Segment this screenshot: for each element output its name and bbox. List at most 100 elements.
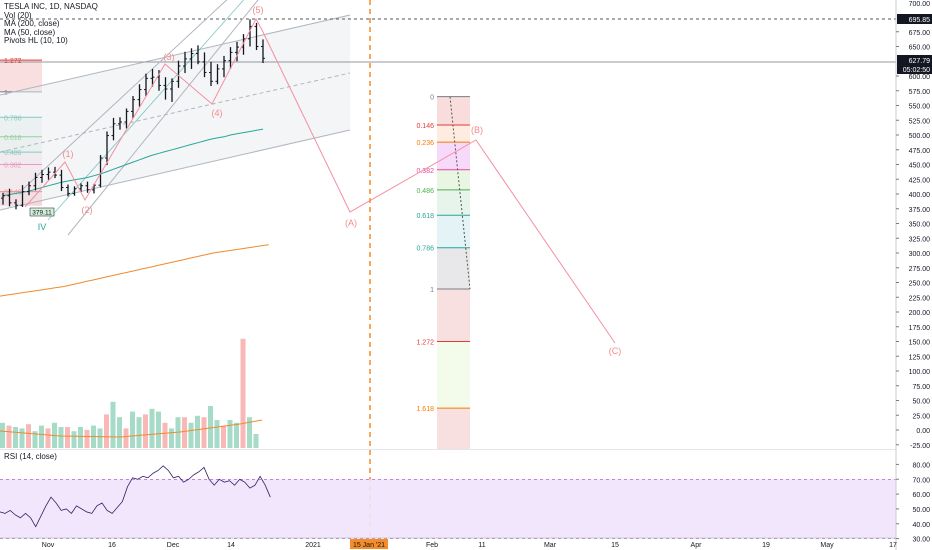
price-tick-label: 650.00 bbox=[909, 45, 931, 52]
price-label-box bbox=[897, 55, 932, 65]
volume-bar bbox=[6, 425, 12, 448]
time-label: Dec bbox=[167, 542, 180, 549]
chart-legend: TESLA INC, 1D, NASDAQ Vol (20) MA (200, … bbox=[4, 2, 98, 46]
time-label: Nov bbox=[42, 542, 55, 549]
volume-bar bbox=[110, 401, 116, 448]
volume-bar bbox=[227, 420, 233, 448]
price-axis-bg bbox=[896, 0, 932, 550]
wave-label: (2) bbox=[82, 205, 93, 215]
volume-bar bbox=[201, 417, 207, 448]
volume-bar bbox=[234, 422, 239, 448]
volume-bar bbox=[71, 431, 77, 448]
price-tick-label: 675.00 bbox=[909, 30, 931, 37]
elliott-wave-path bbox=[24, 17, 616, 344]
price-tick-label: 525.00 bbox=[909, 118, 931, 125]
volume-bar bbox=[149, 408, 155, 448]
candles[interactable] bbox=[1, 19, 265, 210]
volume-bar bbox=[45, 428, 51, 448]
rsi-tick-label: 50.00 bbox=[912, 507, 930, 514]
price-label-box bbox=[897, 14, 932, 24]
fib-right-zone bbox=[437, 189, 470, 216]
wave-label: (C) bbox=[609, 346, 622, 356]
rsi-pane bbox=[0, 465, 896, 539]
fib-right-label: 0.486 bbox=[416, 188, 434, 195]
price-tick-label: 50.00 bbox=[912, 399, 930, 406]
volume-bar bbox=[117, 417, 122, 448]
elliott-waves[interactable]: IV (1) (2) (3) (4) (5) (A) (B) (C) 379.11 bbox=[24, 0, 622, 546]
time-label: Apr bbox=[691, 542, 703, 549]
fib-right-zone bbox=[437, 341, 470, 409]
price-tick-label: 75.00 bbox=[912, 384, 930, 391]
volume-bar bbox=[156, 411, 161, 448]
time-axis[interactable]: Nov 16 Dec 14 2021 Feb 11 Mar 15 Apr 19 May 17 15 Jan… bbox=[0, 537, 897, 549]
channel-mid bbox=[0, 72, 351, 153]
volume-bar bbox=[136, 417, 142, 448]
price-tick-label: 450.00 bbox=[909, 163, 931, 170]
steep-channel-lower bbox=[67, 0, 259, 236]
time-label: 16 bbox=[108, 542, 116, 549]
time-label: 15 bbox=[611, 542, 619, 549]
fib-right-label: 0.786 bbox=[416, 246, 434, 253]
price-label-box bbox=[897, 64, 932, 74]
wave-label: (3) bbox=[164, 52, 175, 62]
time-highlight-label: 15 Jan '21 bbox=[353, 542, 385, 549]
wave-label: (B) bbox=[471, 125, 483, 135]
volume-bar bbox=[221, 425, 226, 448]
volume-bar bbox=[0, 422, 5, 448]
volume-bar bbox=[130, 411, 135, 448]
time-label: 2021 bbox=[305, 542, 321, 549]
wave-label: (5) bbox=[253, 5, 264, 15]
volume-bar bbox=[182, 417, 187, 448]
rsi-tick-label: 80.00 bbox=[912, 462, 930, 469]
volume-bar bbox=[84, 429, 90, 448]
price-tick-label: 175.00 bbox=[909, 325, 931, 332]
fib-right-label: 1.272 bbox=[416, 340, 434, 347]
fib-right-label: 0.146 bbox=[416, 123, 434, 130]
volume-bar bbox=[58, 427, 64, 448]
rsi-tick-label: 40.00 bbox=[912, 522, 930, 529]
fib-right-label: 1.618 bbox=[416, 406, 434, 413]
ma200-line bbox=[0, 244, 269, 297]
price-axis[interactable]: -25.00 0.00 25.00 50.00 75.00 100.00 125.00 150… bbox=[895, 0, 932, 550]
price-tick-label: 25.00 bbox=[912, 413, 930, 420]
volume-bar bbox=[65, 427, 70, 448]
pivot-label-box bbox=[29, 207, 55, 217]
rsi-tick-label: 70.00 bbox=[912, 477, 930, 484]
fib-right-zone bbox=[437, 247, 470, 289]
fib-right-label: 0.236 bbox=[416, 140, 434, 147]
legend-title[interactable]: TESLA INC, 1D, NASDAQ bbox=[4, 2, 98, 11]
price-tick-label: 0.00 bbox=[916, 428, 930, 435]
channel bbox=[0, 0, 932, 236]
price-tick-label: 500.00 bbox=[909, 133, 931, 140]
time-label: 19 bbox=[762, 542, 770, 549]
legend-pivots[interactable]: Pivots HL (10, 10) bbox=[4, 36, 68, 45]
volume-bar bbox=[214, 420, 220, 448]
volume-bar bbox=[19, 428, 25, 448]
price-tick-label: 250.00 bbox=[909, 281, 931, 288]
price-tick-label: 600.00 bbox=[909, 74, 931, 81]
rsi-tick-label: 60.00 bbox=[912, 492, 930, 499]
volume-bar bbox=[253, 434, 259, 448]
price-label: 695.85 bbox=[909, 17, 931, 24]
legend-vol[interactable]: Vol (20) bbox=[4, 10, 32, 20]
volume-bar bbox=[104, 414, 109, 448]
fib-right-label: 0.618 bbox=[416, 213, 434, 220]
price-tick-label: 475.00 bbox=[909, 148, 931, 155]
legend-ma200[interactable]: MA (200, close) bbox=[4, 19, 60, 28]
rsi-line-dark bbox=[0, 465, 271, 528]
price-tick-label: 550.00 bbox=[909, 104, 931, 111]
volume-bar bbox=[247, 417, 252, 448]
volume-bar bbox=[123, 428, 129, 448]
price-tick-label: 125.00 bbox=[909, 354, 931, 361]
volume-bar bbox=[13, 427, 18, 448]
volume-bar bbox=[97, 428, 103, 448]
legend-ma50[interactable]: MA (50, close) bbox=[4, 27, 56, 37]
fib-right-zone bbox=[437, 96, 470, 125]
time-highlight-box bbox=[350, 539, 388, 549]
rsi-legend[interactable]: RSI (14, close) bbox=[4, 452, 57, 461]
volume-bar bbox=[143, 414, 148, 448]
price-tick-label: 150.00 bbox=[909, 340, 931, 347]
volume-bar bbox=[208, 406, 213, 448]
volume-bars bbox=[0, 338, 263, 448]
